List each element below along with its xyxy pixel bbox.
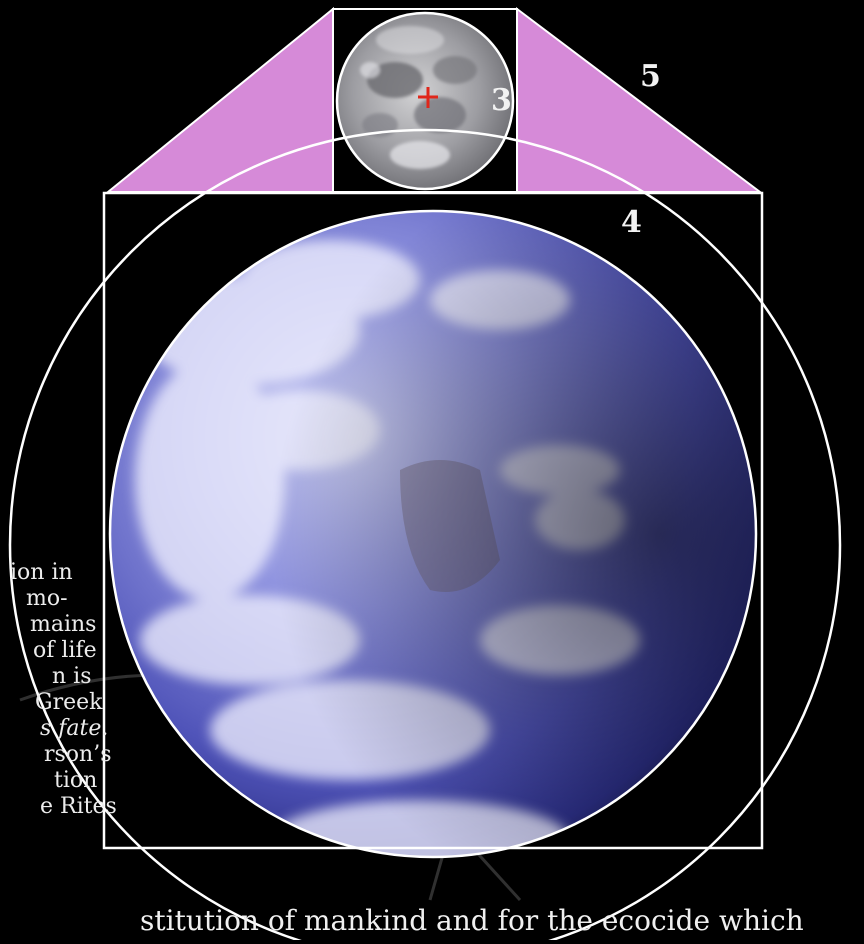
moon-center-cross — [418, 87, 438, 108]
side-line: Greek — [35, 690, 103, 715]
label-outer-circle: 5 — [640, 59, 661, 94]
moon-circle — [335, 11, 515, 191]
left-pink-triangle — [105, 6, 334, 193]
side-line: n is — [52, 664, 92, 689]
earth-circle — [108, 209, 758, 859]
side-line: tion — [54, 768, 98, 793]
side-line: rson’s — [44, 742, 112, 767]
side-line: s fate. — [40, 716, 109, 741]
right-pink-triangle — [516, 6, 763, 193]
side-line: of life — [33, 638, 97, 663]
side-line: mo- — [26, 586, 68, 611]
frame-geometry — [8, 11, 842, 944]
moon-image — [337, 13, 513, 189]
outer-circle — [8, 128, 842, 944]
label-square: 4 — [621, 205, 642, 240]
label-moon-circle: 3 — [491, 83, 512, 118]
side-line: e Rites — [40, 794, 117, 819]
earth-image — [110, 211, 756, 857]
side-line: mains — [30, 612, 97, 637]
bottom-text-line: stitution of mankind and for the ecocide… — [140, 904, 804, 937]
side-line: ion in — [10, 560, 73, 585]
outer-square — [102, 191, 764, 850]
